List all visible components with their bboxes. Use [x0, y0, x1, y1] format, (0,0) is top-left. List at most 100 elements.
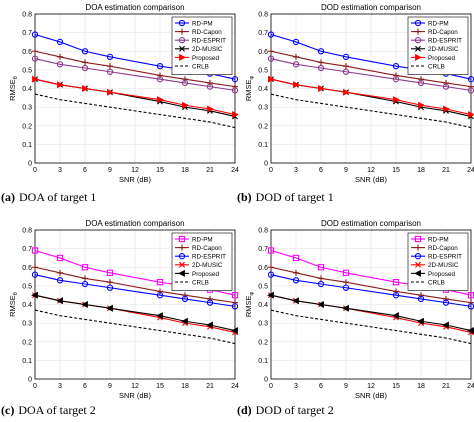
legend-label: RD-Capon — [192, 245, 222, 252]
y-tick-label: 0.1 — [258, 358, 268, 365]
y-tick-label: 0 — [264, 161, 268, 168]
x-tick-label: 9 — [344, 167, 348, 174]
series-rd-capon — [32, 264, 238, 306]
data-point — [443, 105, 450, 113]
data-point — [81, 48, 89, 55]
legend-marker — [178, 37, 186, 44]
legend-box — [171, 232, 233, 291]
data-point — [342, 68, 350, 75]
data-point — [32, 48, 38, 55]
data-point — [267, 291, 274, 299]
data-point — [207, 295, 213, 302]
x-tick-label: 6 — [319, 383, 323, 390]
x-tick-label: 3 — [294, 167, 298, 174]
legend-label: 2D-MUSIC — [428, 262, 459, 269]
legend-label: RD-ESPRIT — [192, 254, 226, 261]
caption-text: DOA of target 1 — [19, 190, 96, 204]
data-point — [232, 111, 239, 119]
data-point — [107, 88, 114, 96]
x-tick-label: 15 — [392, 383, 400, 390]
chart-panel-1: 0 3 6 9 12 15 18 21 24 0 0.1 0.2 0.3 0.4 0.5 0.6 0.7 0.8 D… — [1, 3, 239, 204]
y-tick-label: 0.6 — [22, 265, 32, 272]
legend-label: 2D-MUSIC — [192, 46, 223, 53]
data-point — [292, 277, 300, 284]
x-tick-label: 12 — [131, 383, 139, 390]
legend-label: CRLB — [192, 279, 209, 286]
data-point — [182, 76, 188, 83]
x-tick-label: 6 — [83, 383, 87, 390]
legend-marker — [415, 53, 422, 61]
caption-text: DOD of target 2 — [256, 403, 334, 417]
data-point — [181, 295, 189, 303]
series-line — [34, 50, 236, 88]
data-point — [206, 83, 214, 90]
data-point — [468, 299, 474, 306]
data-point — [342, 269, 350, 276]
y-tick-label: 0.3 — [258, 321, 268, 328]
data-point — [231, 87, 239, 94]
y-tick-label: 0.6 — [258, 265, 268, 272]
chart-title: DOD estimation comparison — [321, 3, 421, 12]
y-tick-label: 0.2 — [22, 123, 32, 130]
data-point — [82, 59, 88, 66]
y-tick-label: 0.5 — [258, 283, 268, 290]
data-point — [31, 247, 39, 254]
series-proposed — [267, 291, 474, 335]
legend-marker — [179, 28, 185, 35]
series-proposed — [32, 75, 239, 119]
chart-panel-4: 0 3 6 9 12 15 18 21 24 0 0.1 0.2 0.3 0.4 0.5 0.6 0.7 0.8 D… — [237, 219, 474, 417]
y-axis-label-main: RMSE — [244, 79, 253, 101]
data-point — [392, 63, 400, 70]
data-point — [293, 81, 300, 89]
x-tick-label: 0 — [269, 383, 273, 390]
legend-label: Proposed — [192, 55, 219, 62]
y-tick-label: 0.2 — [258, 339, 268, 346]
x-tick-label: 12 — [367, 383, 375, 390]
series-line — [270, 93, 472, 129]
data-point — [56, 38, 64, 46]
series-proposed — [268, 75, 474, 119]
data-point — [57, 53, 63, 60]
legend-box — [407, 232, 469, 291]
y-tick-label: 0.6 — [22, 49, 32, 56]
figure-caption: (b) DOD of target 1 — [237, 190, 334, 204]
x-tick-label: 18 — [181, 383, 189, 390]
data-point — [31, 31, 39, 38]
series-line — [270, 294, 472, 332]
data-point — [31, 291, 38, 299]
y-tick-label: 0.1 — [22, 358, 32, 365]
y-tick-label: 0.6 — [258, 49, 268, 56]
data-point — [181, 79, 189, 87]
data-point — [56, 297, 63, 305]
series-rd-capon — [268, 48, 474, 90]
data-point — [81, 64, 89, 72]
legend-marker — [179, 261, 185, 268]
data-point — [318, 59, 324, 66]
y-tick-label: 0 — [264, 377, 268, 384]
x-tick-label: 0 — [33, 383, 37, 390]
x-tick-label: 21 — [442, 383, 450, 390]
chart-title: DOA estimation comparison — [85, 219, 184, 228]
series-line — [34, 58, 236, 91]
data-point — [182, 292, 188, 299]
series-crlb — [34, 309, 236, 345]
series-rd-capon — [32, 48, 238, 90]
data-point — [268, 264, 274, 271]
y-axis-label-main: RMSE — [8, 295, 17, 317]
x-tick-label: 21 — [206, 167, 214, 174]
data-point — [56, 277, 64, 284]
x-tick-label: 12 — [367, 167, 375, 174]
data-point — [207, 79, 213, 86]
data-point — [181, 317, 188, 325]
series-line — [34, 93, 236, 129]
legend-marker — [178, 269, 185, 277]
data-point — [318, 85, 325, 92]
y-axis-label: RMSEθ — [8, 76, 19, 101]
x-tick-label: 3 — [58, 167, 62, 174]
y-tick-label: 0.8 — [22, 228, 32, 235]
x-tick-label: 3 — [58, 383, 62, 390]
